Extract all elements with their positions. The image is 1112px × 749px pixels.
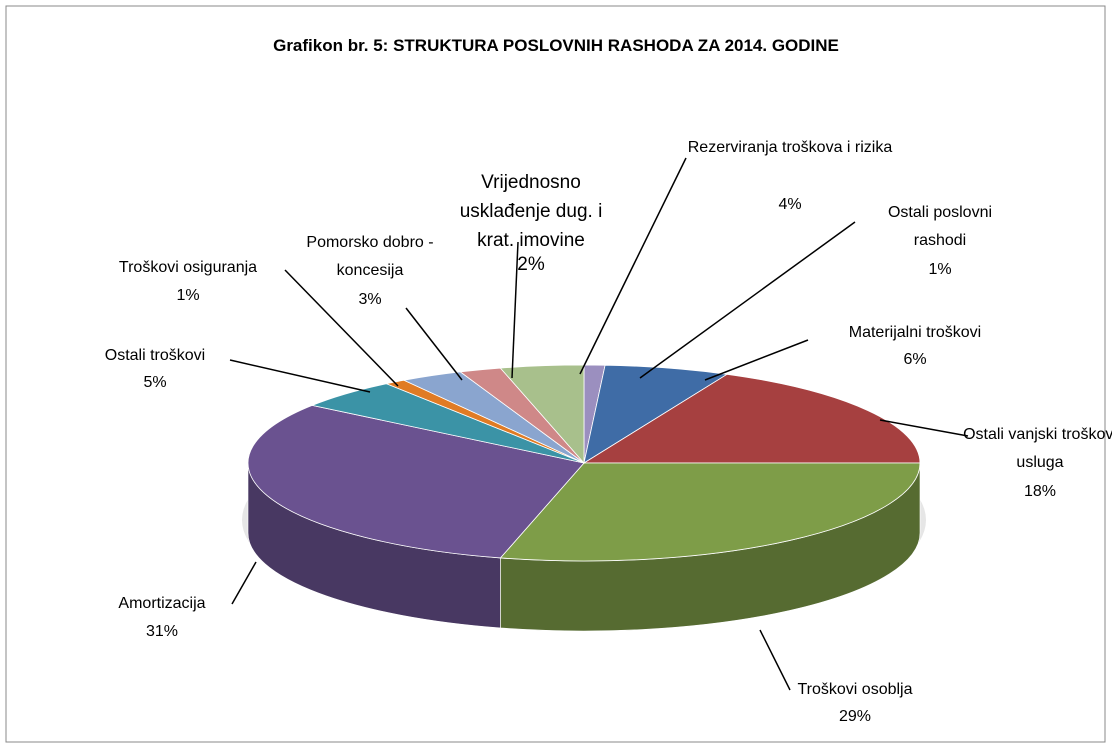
- slice: [582, 373, 921, 464]
- slice-label: Troškovi osiguranja: [118, 259, 258, 276]
- slice-percent: 6%: [903, 351, 927, 368]
- leader-line: [405, 307, 463, 381]
- slice-percent: 4%: [778, 196, 802, 213]
- slice-label: Ostali vanjski troškovi usluga: [963, 426, 1112, 471]
- slice-label: Amortizacija: [118, 595, 206, 612]
- slice-percent: 1%: [176, 287, 200, 304]
- slice-label: Pomorsko dobro - koncesija: [306, 234, 434, 279]
- slice: [583, 364, 729, 464]
- leader-line: [511, 241, 519, 379]
- slice-label: Vrijednosno usklađenje dug. i krat. imov…: [459, 171, 603, 251]
- leader-line: [231, 561, 257, 605]
- chart-title: Grafikon br. 5: STRUKTURA POSLOVNIH RASH…: [273, 36, 839, 55]
- slice-label: Ostali troškovi: [104, 347, 206, 364]
- leader-line: [229, 359, 371, 393]
- slice: [499, 462, 921, 562]
- leader-line: [284, 269, 399, 387]
- slice-percent: 2%: [517, 253, 545, 275]
- slice-percent: 29%: [838, 708, 872, 725]
- slice-percent: 5%: [143, 374, 167, 391]
- leader-line: [879, 419, 969, 437]
- leader-line: [704, 339, 809, 381]
- slice-percent: 18%: [1023, 483, 1057, 500]
- slice-label: Materijalni troškovi: [848, 324, 982, 341]
- slice: [247, 404, 585, 559]
- slice-label: Troškovi osoblja: [797, 681, 913, 698]
- slice-percent: 1%: [928, 261, 952, 278]
- slice-percent: 3%: [358, 291, 382, 308]
- leader-line: [639, 221, 856, 379]
- slice-percent: 31%: [145, 623, 179, 640]
- slice-label: Ostali poslovni rashodi: [887, 204, 993, 249]
- leader-line: [759, 629, 791, 691]
- leader-line: [579, 157, 687, 375]
- slice-label: Rezerviranja troškova i rizika: [687, 139, 893, 156]
